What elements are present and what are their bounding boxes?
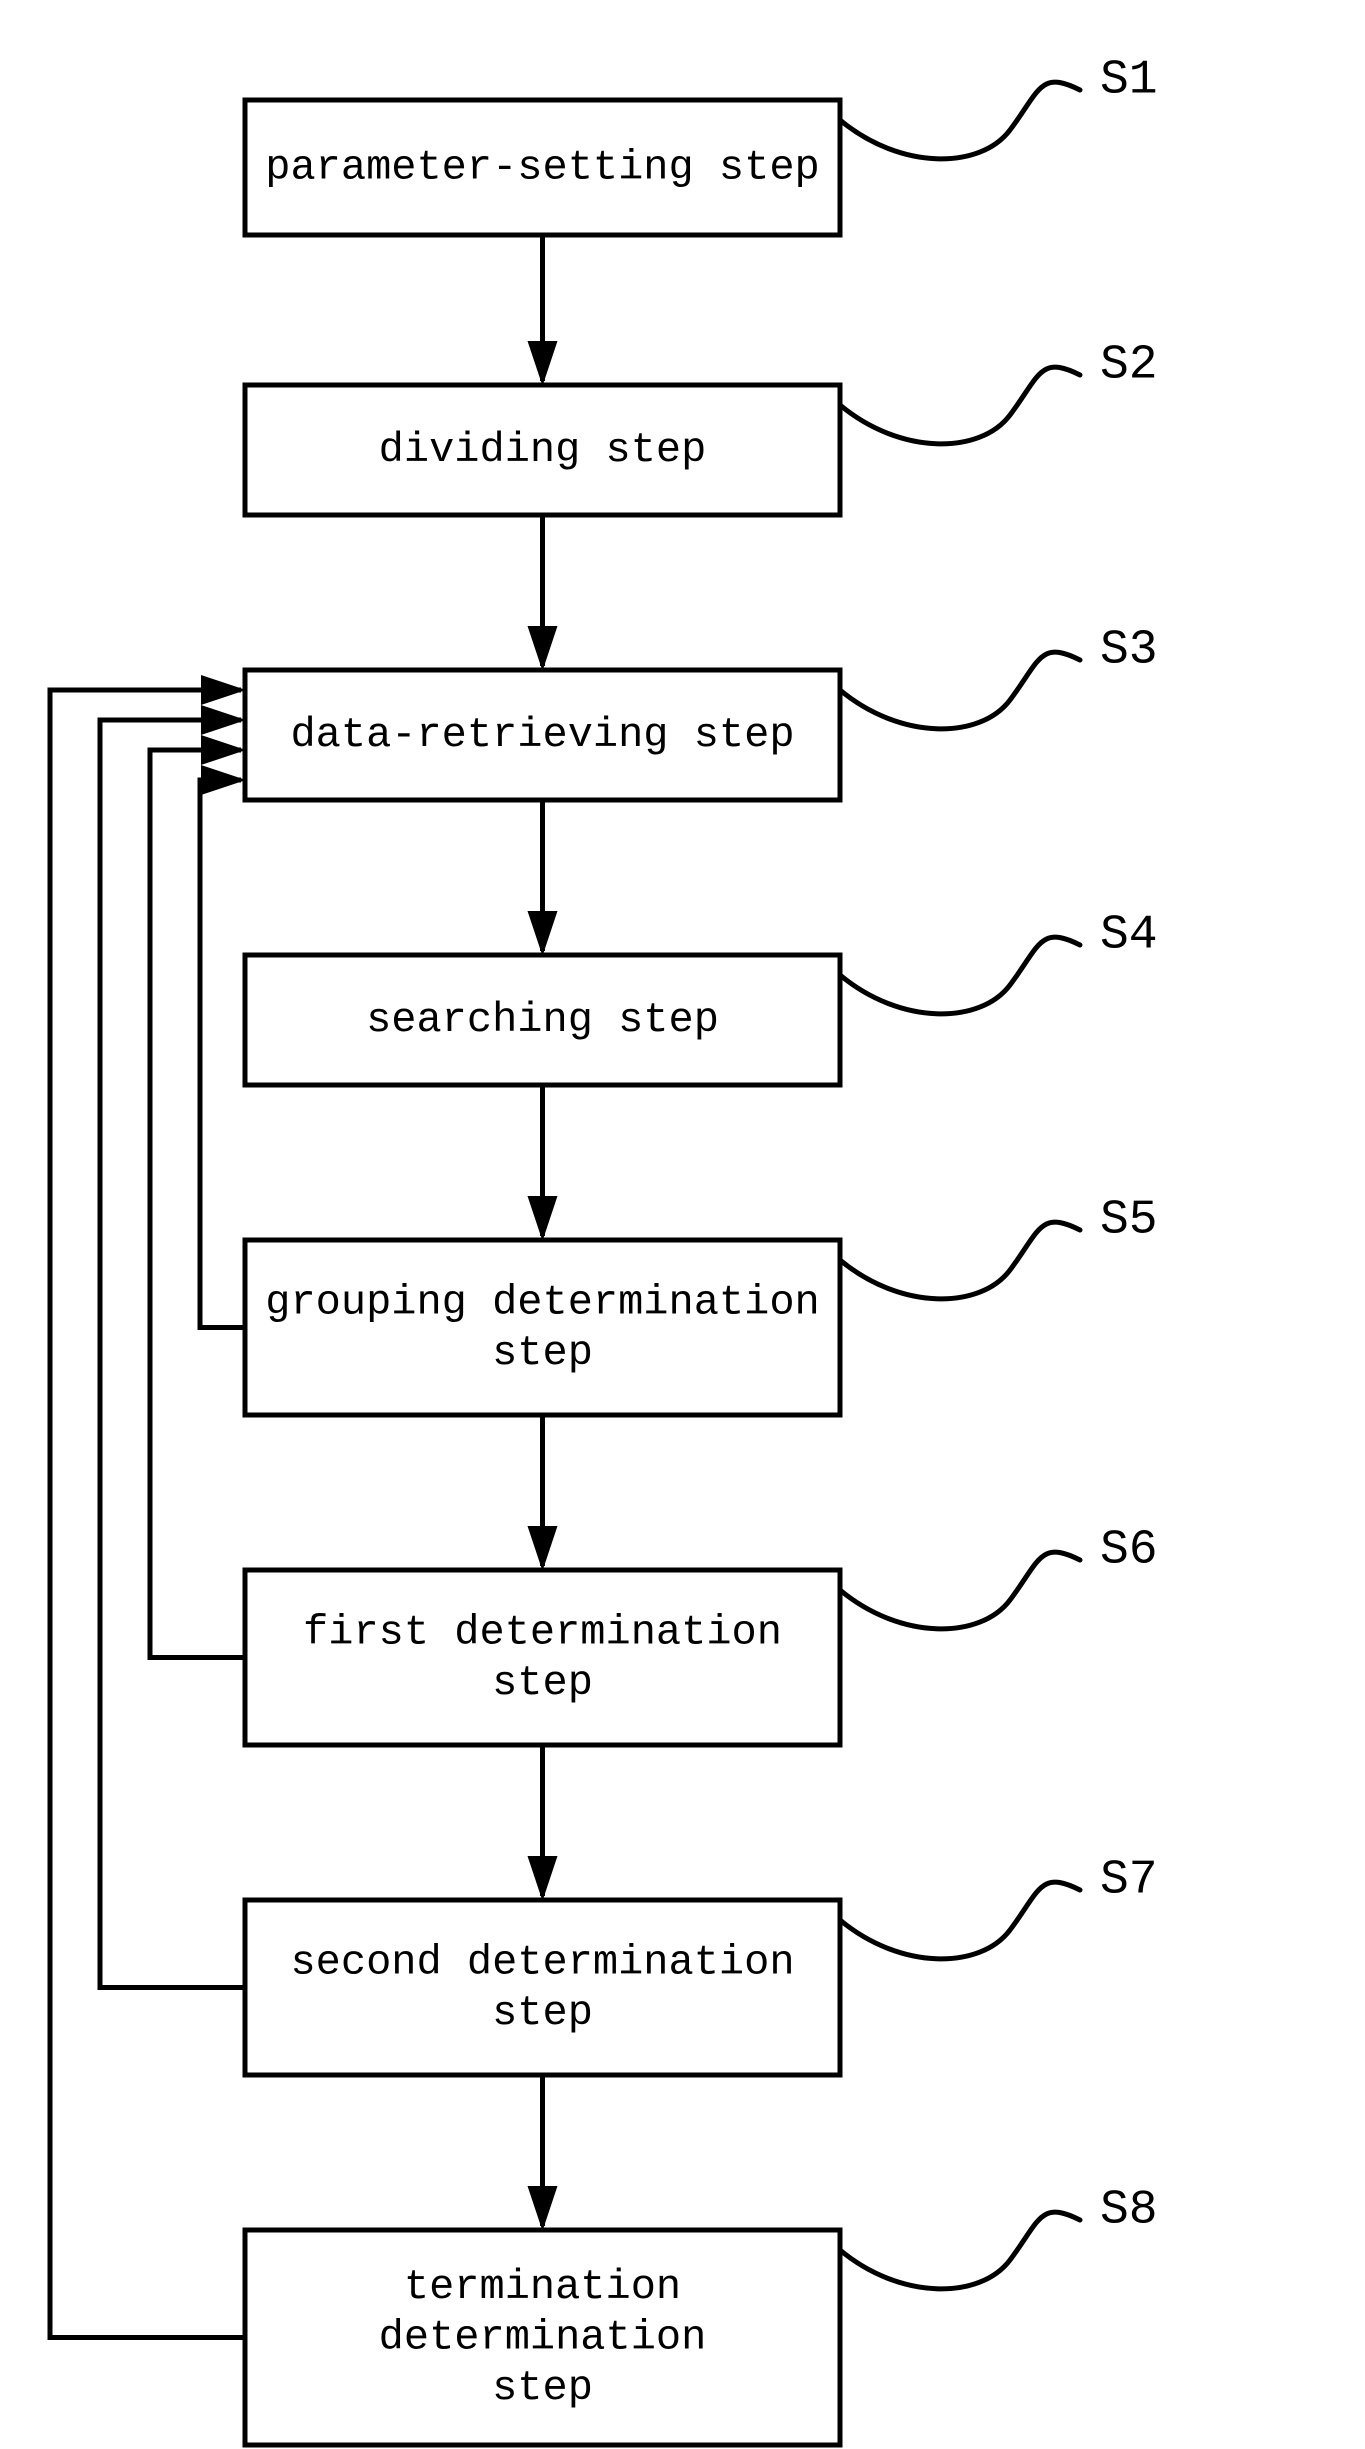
flow-step-text: step <box>492 1329 593 1377</box>
callout-curve-s3 <box>840 652 1080 729</box>
flow-step-text: first determination <box>303 1608 782 1656</box>
flow-step-text: grouping determination <box>265 1278 820 1326</box>
flow-step-s2: dividing step <box>245 385 840 515</box>
callout-curve-s1 <box>840 82 1080 159</box>
flow-step-text: dividing step <box>379 426 707 474</box>
callout-curve-s8 <box>840 2212 1080 2289</box>
step-label-s6: S6 <box>1100 1524 1158 1578</box>
feedback-arrow-s5-s3 <box>200 780 245 1328</box>
flow-step-text: step <box>492 1989 593 2037</box>
step-labels-layer: S1 S2 S3 S4 S5 S6 S7 S8 <box>840 54 1158 2289</box>
flow-step-s6: first determinationstep <box>245 1570 840 1745</box>
flow-step-s7: second determinationstep <box>245 1900 840 2075</box>
step-label-s7: S7 <box>1100 1854 1158 1908</box>
step-label-s1: S1 <box>1100 54 1158 108</box>
flow-step-s8: terminationdeterminationstep <box>245 2230 840 2445</box>
callout-curve-s5 <box>840 1222 1080 1299</box>
step-label-s3: S3 <box>1100 624 1158 678</box>
flow-step-s1: parameter-setting step <box>245 100 840 235</box>
flow-step-text: parameter-setting step <box>265 144 820 192</box>
callout-curve-s6 <box>840 1552 1080 1629</box>
flowchart-diagram: parameter-setting step dividing step data-… <box>0 0 1365 2449</box>
flow-step-s5: grouping determinationstep <box>245 1240 840 1415</box>
flow-step-text: step <box>492 2364 593 2412</box>
step-label-s5: S5 <box>1100 1194 1158 1248</box>
flow-step-text: termination <box>404 2263 681 2311</box>
callout-curve-s4 <box>840 937 1080 1014</box>
flow-step-text: data-retrieving step <box>290 711 794 759</box>
flow-step-s4: searching step <box>245 955 840 1085</box>
flow-step-text: determination <box>379 2314 707 2362</box>
flow-step-text: second determination <box>290 1938 794 1986</box>
step-label-s2: S2 <box>1100 339 1158 393</box>
flow-step-s3: data-retrieving step <box>245 670 840 800</box>
flow-step-text: searching step <box>366 996 719 1044</box>
callout-curve-s7 <box>840 1882 1080 1959</box>
step-label-s8: S8 <box>1100 2184 1158 2238</box>
flow-step-text: step <box>492 1659 593 1707</box>
step-label-s4: S4 <box>1100 909 1158 963</box>
callout-curve-s2 <box>840 367 1080 444</box>
feedback-arrow-s7-s3 <box>100 720 245 1988</box>
